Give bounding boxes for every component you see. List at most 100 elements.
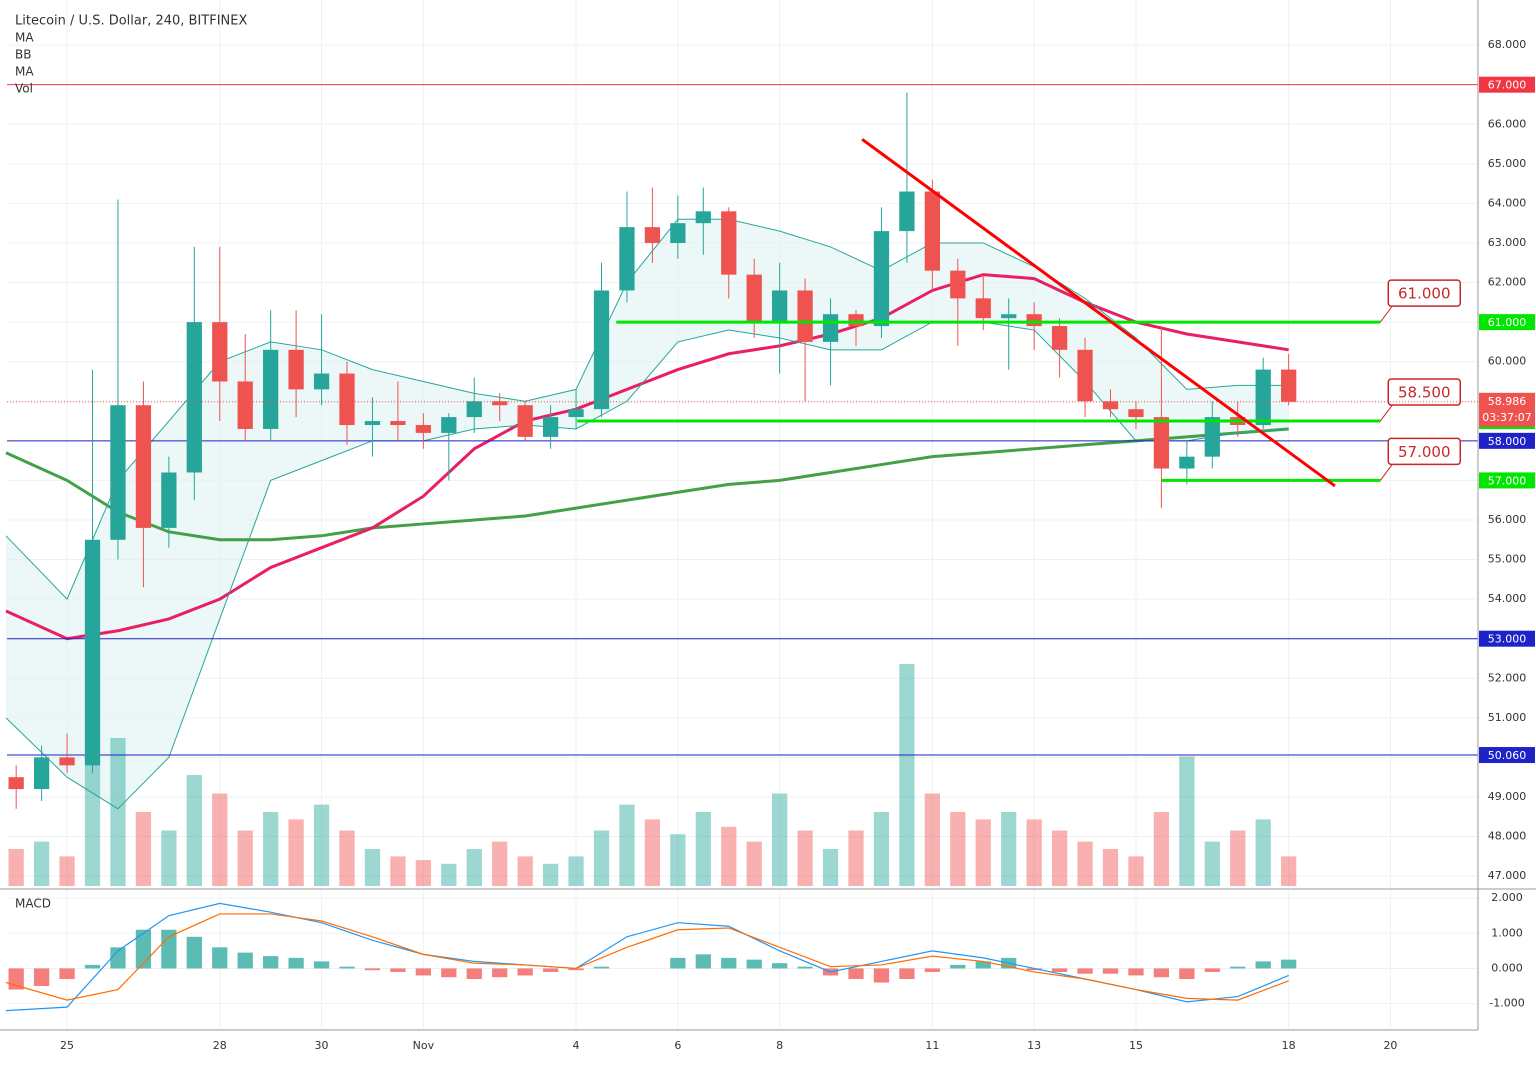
- histogram-bar: [466, 968, 482, 979]
- histogram-bar: [33, 968, 50, 987]
- indicator-label: MA: [15, 65, 34, 79]
- volume-bar: [568, 856, 584, 886]
- candle-body: [1204, 417, 1220, 457]
- x-tick-label: 4: [573, 1039, 580, 1052]
- x-tick-label: 30: [315, 1039, 329, 1052]
- volume-bar: [1204, 841, 1220, 886]
- volume-bar: [670, 834, 686, 886]
- level-label: 67.000: [1488, 79, 1527, 92]
- candle-body: [1102, 401, 1119, 410]
- candle-body: [84, 539, 101, 766]
- candle-body: [135, 405, 152, 528]
- volume-bar: [466, 849, 482, 886]
- candle-body: [8, 777, 24, 790]
- overlay-line: [5, 321, 1289, 810]
- volume-bar: [695, 812, 711, 886]
- y-tick-label: 49.000: [1488, 790, 1527, 803]
- volume-bar: [339, 830, 355, 886]
- histogram-bar: [212, 947, 228, 969]
- histogram-bar: [899, 968, 915, 979]
- candle-body: [1179, 456, 1195, 469]
- volume-bar: [1077, 841, 1093, 886]
- y-tick-label: 0.000: [1491, 961, 1523, 974]
- histogram-bar: [110, 947, 126, 969]
- callout-pointer: [1379, 464, 1393, 481]
- candle-body: [721, 211, 737, 275]
- y-tick-label: 68.000: [1488, 38, 1527, 51]
- volume-bar: [415, 860, 431, 886]
- x-tick-label: 15: [1129, 1039, 1143, 1052]
- histogram-bar: [288, 957, 304, 969]
- volume-bar: [975, 819, 991, 886]
- candle-body: [33, 757, 50, 790]
- y-tick-label: 1.000: [1491, 926, 1523, 939]
- candle-body: [797, 290, 813, 342]
- candle-body: [1128, 409, 1144, 418]
- volume-bar: [848, 830, 864, 886]
- candle-body: [517, 405, 533, 437]
- candle-body: [415, 425, 431, 433]
- bb-area: [5, 219, 1289, 809]
- y-tick-label: 63.000: [1488, 236, 1527, 249]
- histogram-bar: [695, 954, 711, 969]
- histogram-bar: [492, 968, 508, 978]
- x-tick-label: 18: [1282, 1039, 1296, 1052]
- histogram-bar: [364, 968, 381, 971]
- x-tick-label: Nov: [413, 1039, 435, 1052]
- y-tick-label: 54.000: [1488, 592, 1527, 605]
- zone-axis-label-bg: [1479, 314, 1535, 331]
- volume-bar: [644, 819, 661, 886]
- volume-bar: [797, 830, 813, 886]
- volume-bar: [313, 804, 330, 886]
- histogram-bar: [415, 968, 431, 976]
- candle-body: [568, 409, 584, 418]
- histogram-bar: [390, 968, 406, 972]
- x-tick-label: 11: [925, 1039, 939, 1052]
- callout-label: 61.000: [1398, 285, 1451, 303]
- histogram-bar: [339, 966, 355, 969]
- level-label-bg: [1479, 747, 1535, 764]
- histogram-bar: [59, 968, 75, 979]
- volume-bar: [542, 863, 559, 886]
- candle-body: [1026, 314, 1042, 327]
- level-label: 50.060: [1488, 749, 1527, 762]
- candle-body: [263, 349, 279, 429]
- histogram-bar: [975, 961, 991, 969]
- candle-body: [899, 191, 915, 232]
- volume-bar: [110, 738, 126, 886]
- volume-bar: [237, 830, 253, 886]
- candle-body: [542, 417, 559, 437]
- candle-body: [873, 231, 890, 327]
- candle-body: [822, 314, 839, 342]
- histogram-bar: [670, 957, 686, 969]
- volume-bar: [1255, 819, 1271, 886]
- volume-bar: [212, 793, 228, 886]
- x-tick-label: 6: [674, 1039, 681, 1052]
- histogram-bar: [924, 968, 940, 972]
- candle-body: [975, 298, 991, 319]
- zone-axis-label-bg: [1479, 472, 1535, 489]
- callout-label: 58.500: [1398, 384, 1451, 402]
- zone-axis-label: 57.000: [1488, 474, 1527, 487]
- candle-body: [59, 757, 75, 766]
- plot: 61.000 58.500 57.000: [5, 84, 1478, 1012]
- candle-body: [186, 322, 202, 473]
- candle-body: [313, 373, 330, 390]
- indicator-label: Vol: [15, 82, 33, 96]
- candle-body: [441, 417, 457, 433]
- volume-bar: [364, 849, 381, 886]
- candle-body: [1051, 326, 1068, 350]
- histogram-bar: [746, 959, 762, 969]
- histogram-bar: [542, 968, 559, 972]
- callout-pointer: [1379, 305, 1393, 323]
- level-label-bg: [1479, 76, 1535, 93]
- overlay-line: [5, 273, 1289, 641]
- candle-body: [212, 322, 228, 382]
- zone-axis-label: 61.000: [1488, 316, 1527, 329]
- histogram-bar: [848, 968, 864, 979]
- histogram-bar: [568, 968, 584, 971]
- level-label: 58.000: [1488, 435, 1527, 448]
- candle-body: [364, 421, 381, 426]
- trendline: [861, 138, 1336, 488]
